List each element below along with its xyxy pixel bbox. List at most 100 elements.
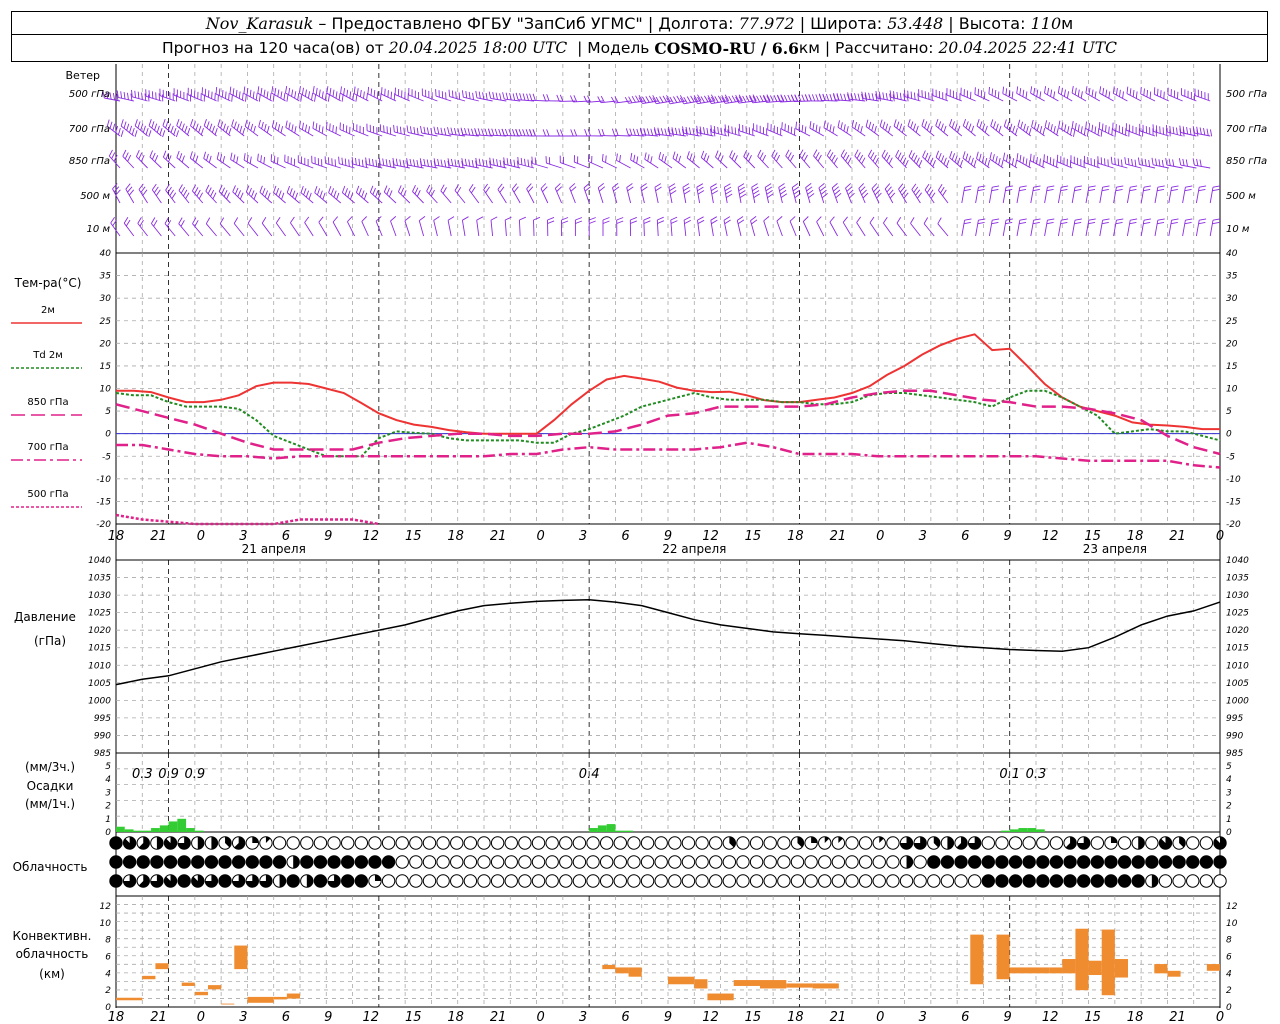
wind-barb-feather [277,124,281,132]
cloud-symbol [1158,874,1173,888]
wind-barb-feather [724,124,727,132]
cloud-symbol-fill [1050,855,1063,869]
wind-barb-feather [238,91,241,99]
wind-barb-feather [262,187,266,195]
cloud-symbol [422,855,437,869]
wind-barb [975,220,979,237]
conv-cloud-bar [628,967,642,977]
wind-barb-feather [632,128,636,136]
wind-barb [918,95,935,102]
wind-barb [910,223,921,237]
wind-barb-feather [1169,125,1171,133]
wind-barb-feather [652,97,657,104]
time-tick-label: 3 [579,529,587,544]
cloud-symbol-fill [1104,874,1118,888]
wind-barb [145,95,162,102]
wind-barb-feather [854,93,857,101]
wind-barb [299,92,314,102]
wind-level-label-right: 500 м [1226,191,1256,202]
wind-barb-feather [253,192,258,200]
wind-barb-feather [949,118,953,126]
wind-barb-feather [970,125,975,133]
wind-barb-feather [123,217,129,224]
cloud-symbol [409,874,423,888]
wind-barb [764,187,770,204]
wind-barb-feather [1105,89,1108,97]
wind-barb-feather [192,153,196,161]
wind-barb-feather [640,183,647,188]
cloud-symbol-fill [1151,874,1159,888]
wind-barb-feather [149,150,154,158]
cloud-symbol-fill [1159,836,1172,850]
wind-barb-feather [1058,120,1061,128]
wind-barb [132,96,148,102]
wind-barb-feather [710,183,717,188]
wind-barb [658,158,673,169]
wind-barb [686,157,700,169]
wind-barb-feather [645,96,650,103]
conv-cloud-bar [273,996,287,1000]
wind-barb [418,220,425,237]
wind-barb-feather [413,159,416,167]
wind-barb [961,187,966,204]
wind-barb [789,221,797,237]
wind-barb [683,220,687,237]
conv-y-tick: 12 [100,902,112,912]
time-tick-label: 6 [282,529,290,544]
wind-barb-feather [315,123,318,131]
time-tick-label: 6 [961,1010,969,1024]
wind-barb [1195,220,1200,237]
pressure-y-tick-right: 1000 [1226,696,1249,706]
cloud-symbol-fill [382,855,395,869]
cloud-symbol-fill [286,874,300,888]
cloud-symbol [1036,836,1050,850]
cloud-symbol [341,836,355,850]
cloud-symbol-fill [1172,855,1186,869]
wind-barb-feather [962,118,967,126]
wind-barb-feather [1011,91,1014,99]
model-name: COSMO-RU / 6.6 [654,38,799,58]
temp-y-tick: 10 [100,385,112,395]
time-tick-label: 21 [830,1010,847,1024]
wind-barb-feather [111,152,116,159]
wind-barb [468,189,480,204]
wind-barb-feather [653,127,657,135]
wind-barb-feather [330,188,335,196]
wind-barb-feather [204,88,207,96]
wind-barb-feather [515,92,519,100]
cloud-symbol-fill [1118,855,1131,869]
wind-barb-feather [471,160,474,168]
altitude-label: | Высота: [943,13,1031,33]
wind-barb [723,187,728,204]
wind-barb [895,156,907,169]
precip-bar [624,830,633,832]
wind-barb-feather [269,93,272,101]
wind-barb-feather [826,149,832,156]
wind-barb-feather [1094,91,1097,99]
wind-barb-feather [113,186,120,193]
wind-barb [304,222,314,237]
cloud-symbol-fill [327,874,341,888]
wind-barb-feather [995,156,998,164]
wind-barb-feather [767,193,774,198]
wind-barb [312,128,328,137]
wind-barb-feather [806,186,813,192]
wind-barb [532,163,548,169]
latitude-value: 53.448 [887,13,944,33]
wind-barb-feather [322,192,326,200]
wind-barb-feather [1157,188,1165,192]
wind-barb-feather [1047,185,1055,188]
wind-barb [1153,130,1169,137]
wind-barb-feather [776,154,780,162]
wind-barb-feather [624,96,629,104]
wind-barb-feather [1172,126,1175,134]
wind-barb [243,159,259,169]
cloud-symbol-fill [982,874,995,888]
wind-barb [346,221,356,237]
temp-y-tick: 25 [100,317,112,327]
station-name: Nov_Karasuk [205,13,314,33]
wind-barb-feather [258,94,261,102]
wind-barb-feather [850,92,854,100]
wind-barb-feather [144,93,147,101]
cloud-symbol-fill [211,836,218,850]
